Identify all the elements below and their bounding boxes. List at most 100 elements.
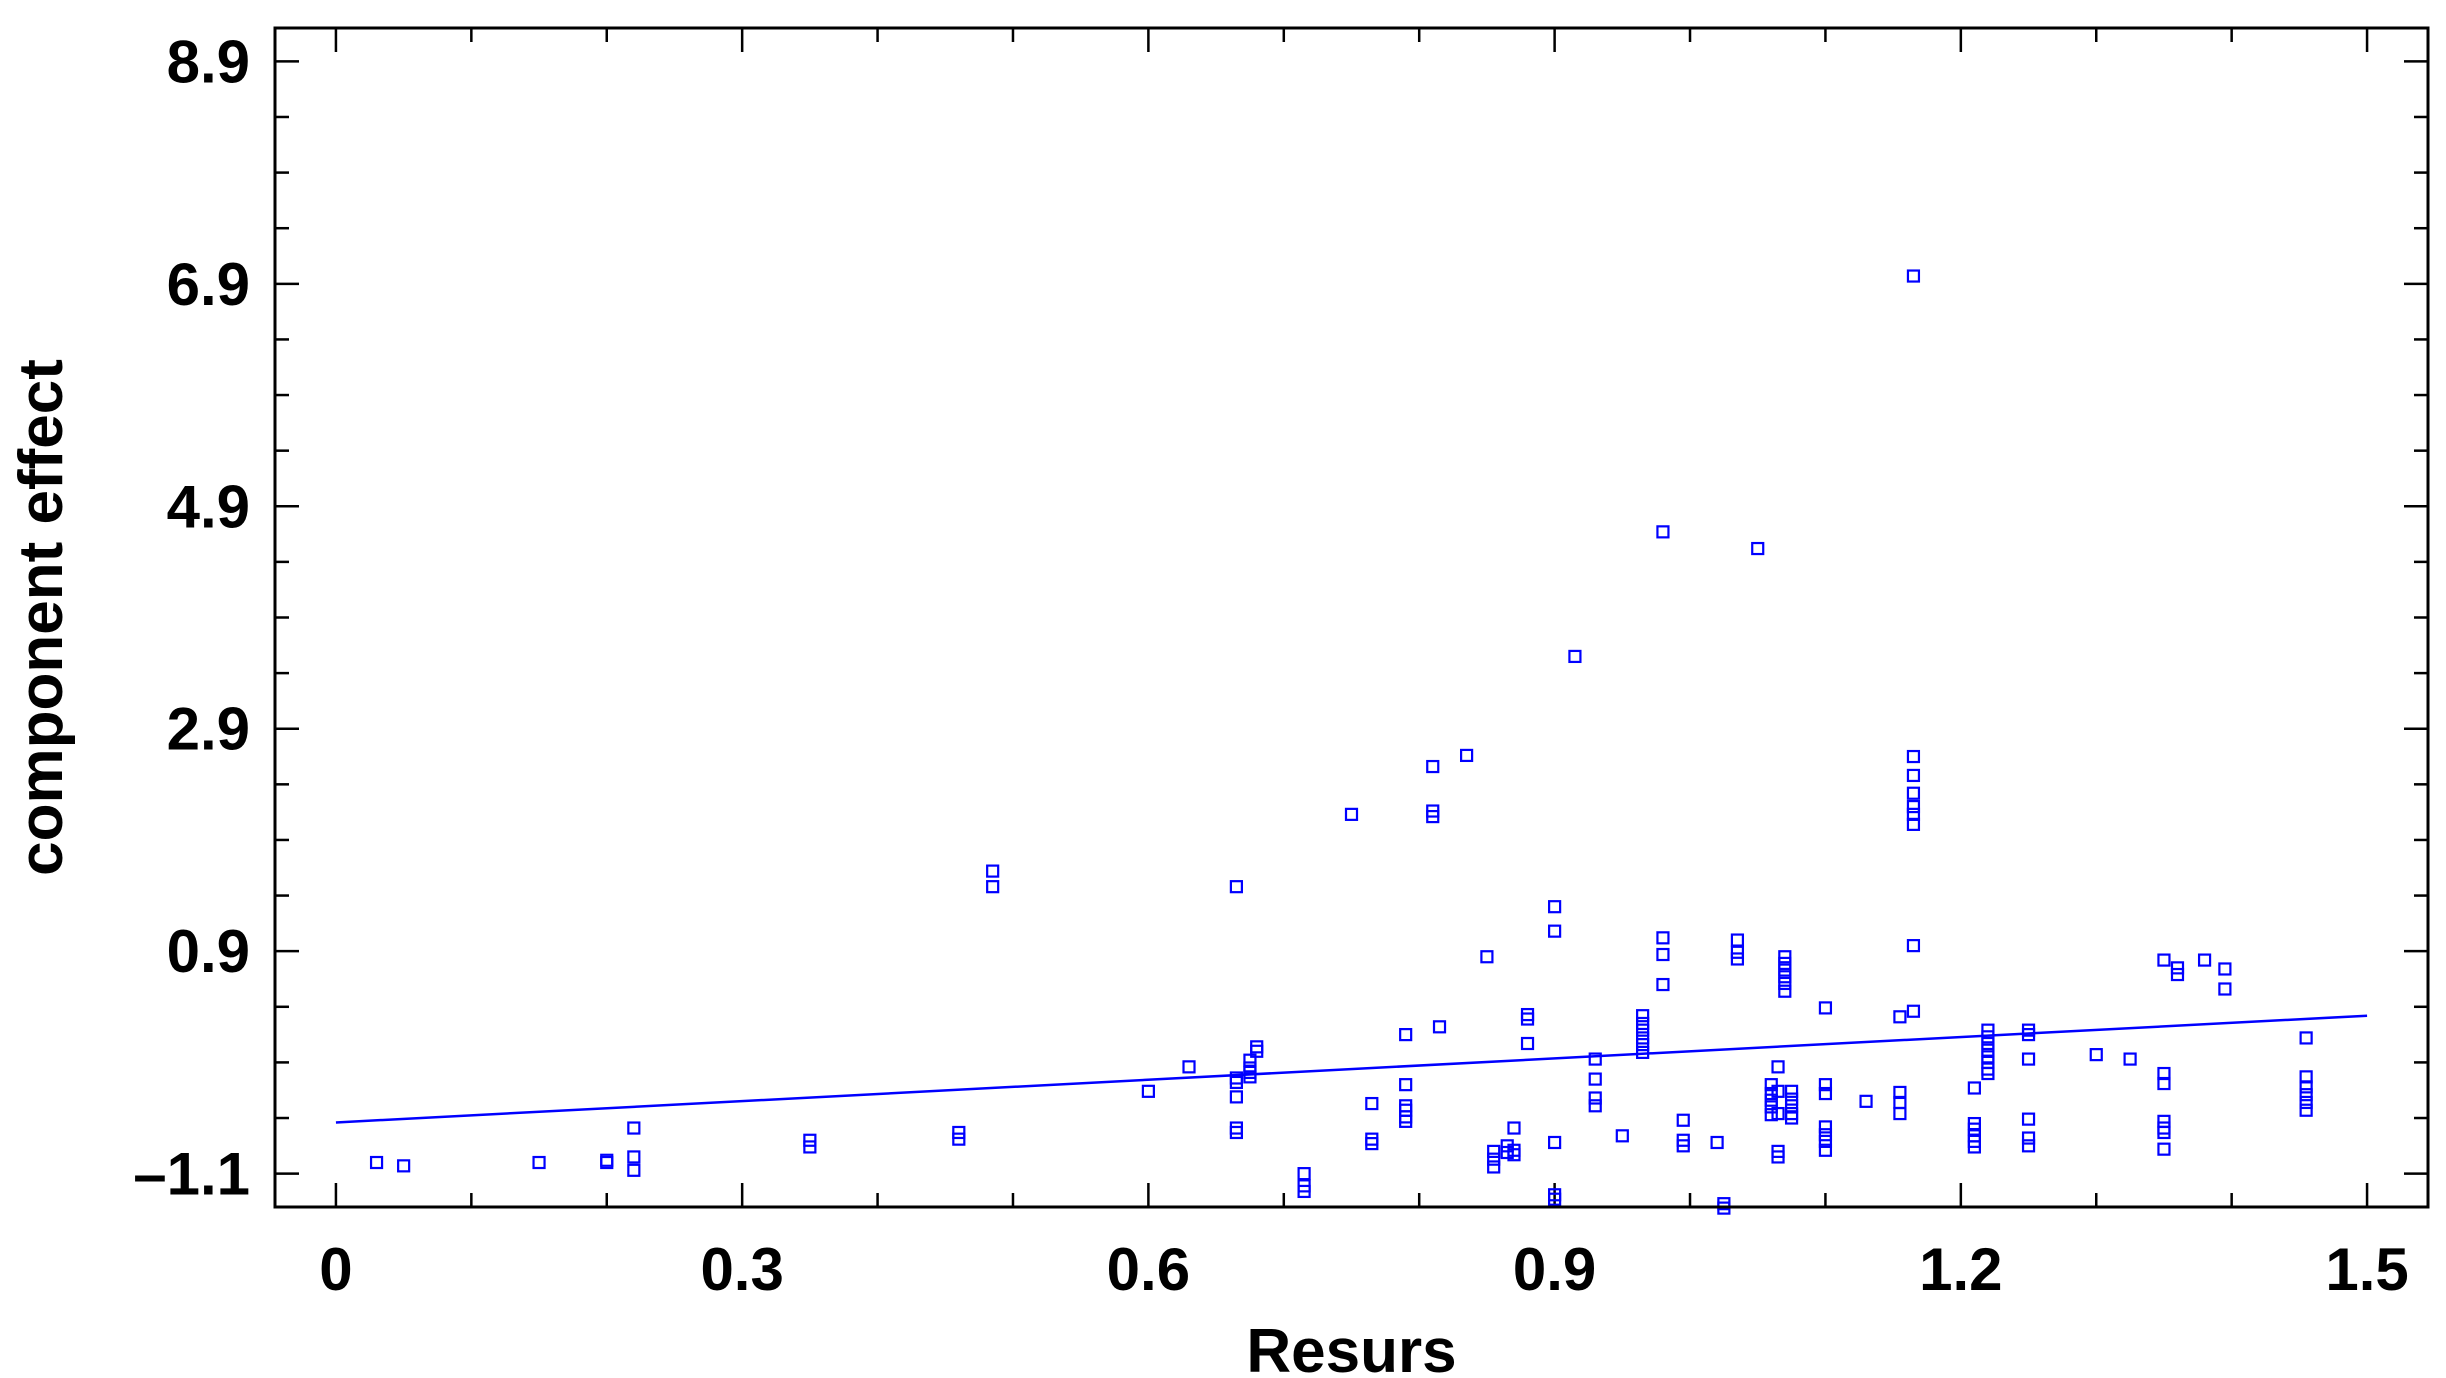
data-point <box>1778 970 1792 984</box>
data-point <box>1771 1060 1785 1074</box>
x-tick-label: 0.9 <box>1513 1236 1596 1303</box>
data-point <box>1480 950 1494 964</box>
data-point <box>1751 541 1765 556</box>
data-point <box>1818 1143 1833 1157</box>
data-point <box>1906 786 1921 800</box>
data-point <box>1778 963 1792 977</box>
data-point <box>2157 1125 2171 1140</box>
data-point <box>1636 1045 1650 1059</box>
x-tick-label: 0.6 <box>1107 1236 1190 1303</box>
data-point <box>627 1121 641 1135</box>
data-point <box>1906 817 1921 831</box>
data-point <box>1636 1031 1650 1045</box>
data-point <box>1778 950 1792 964</box>
data-point <box>1520 1012 1535 1026</box>
data-point <box>1141 1084 1155 1098</box>
data-point <box>1906 939 1921 953</box>
data-point <box>2021 1139 2036 1153</box>
data-point <box>1588 1091 1602 1105</box>
data-point <box>2170 961 2185 975</box>
x-tick-label: 0 <box>319 1236 352 1303</box>
data-point <box>1548 924 1562 938</box>
data-point <box>1548 1192 1562 1206</box>
x-tick-label: 0.3 <box>700 1236 783 1303</box>
data-point <box>1182 1060 1196 1074</box>
data-point <box>1426 809 1440 824</box>
data-point <box>1243 1070 1257 1084</box>
data-point <box>1764 1108 1778 1122</box>
data-point <box>1297 1167 1311 1181</box>
data-point <box>627 1150 641 1164</box>
data-point <box>1676 1139 1690 1153</box>
data-point <box>1676 1113 1690 1127</box>
data-point <box>1893 1106 1907 1121</box>
data-point <box>1818 1086 1833 1101</box>
data-point <box>1771 1150 1785 1164</box>
data-point <box>1981 1036 1995 1051</box>
data-point <box>1520 1036 1535 1051</box>
data-point <box>1487 1152 1501 1166</box>
data-point <box>2021 1052 2036 1066</box>
data-point <box>1784 1092 1799 1106</box>
y-tick-label: –1.1 <box>133 1141 250 1208</box>
data-point <box>1656 977 1670 992</box>
data-point <box>1778 984 1792 998</box>
data-point <box>1730 933 1745 947</box>
data-point <box>1344 807 1359 821</box>
data-point <box>1818 1134 1833 1148</box>
data-point <box>1656 947 1670 962</box>
data-point <box>2299 1080 2313 1094</box>
data-point <box>1818 1001 1833 1015</box>
data-point <box>1399 1078 1413 1092</box>
data-point <box>1426 759 1440 774</box>
y-tick-label: 8.9 <box>167 28 250 95</box>
data-point <box>2021 1131 2036 1145</box>
data-point <box>1588 1052 1602 1066</box>
data-point <box>952 1125 966 1140</box>
data-point <box>1588 1099 1602 1113</box>
data-point <box>1730 952 1745 966</box>
data-point <box>1981 1030 1995 1044</box>
data-point <box>1906 799 1921 814</box>
data-point <box>1764 1100 1778 1114</box>
data-point <box>1764 1078 1778 1092</box>
tick-labels: 0 0.3 0.6 0.9 1.2 1.5 –1.1 0.9 2.9 4.9 6.9 8.9 <box>133 28 2409 1303</box>
data-point <box>2299 1103 2313 1117</box>
data-point <box>1365 1096 1379 1111</box>
data-point <box>1967 1140 1981 1154</box>
data-point <box>1771 1106 1785 1121</box>
data-point <box>1967 1081 1981 1095</box>
data-point <box>2218 962 2232 976</box>
data-point <box>952 1132 966 1146</box>
data-point <box>397 1159 411 1173</box>
data-point <box>1365 1137 1379 1151</box>
data-point <box>1906 269 1921 283</box>
data-point <box>1818 1128 1833 1142</box>
data-point <box>2299 1095 2313 1110</box>
data-point <box>803 1140 817 1154</box>
data-point <box>369 1155 384 1170</box>
data-point <box>1906 1004 1921 1018</box>
data-point <box>2197 953 2212 967</box>
fit-line-group <box>335 1014 2368 1124</box>
y-tick-label: 2.9 <box>167 696 250 763</box>
data-point <box>1487 1160 1501 1174</box>
data-point <box>1507 1121 1521 1135</box>
data-point <box>2089 1048 2103 1062</box>
data-point <box>1818 1078 1833 1092</box>
data-point <box>627 1163 641 1177</box>
data-point <box>1981 1043 1995 1057</box>
data-point <box>1778 956 1792 971</box>
data-point <box>1548 1135 1562 1150</box>
data-point <box>1778 976 1792 991</box>
data-point <box>2170 967 2185 982</box>
data-point <box>1636 1023 1650 1037</box>
data-point <box>1967 1122 1981 1136</box>
data-point <box>1229 1090 1244 1104</box>
plot-frame <box>273 26 2430 1209</box>
data-point <box>1615 1129 1629 1143</box>
data-point <box>2123 1052 2137 1066</box>
data-point <box>2157 953 2171 967</box>
data-point <box>2157 1076 2171 1091</box>
